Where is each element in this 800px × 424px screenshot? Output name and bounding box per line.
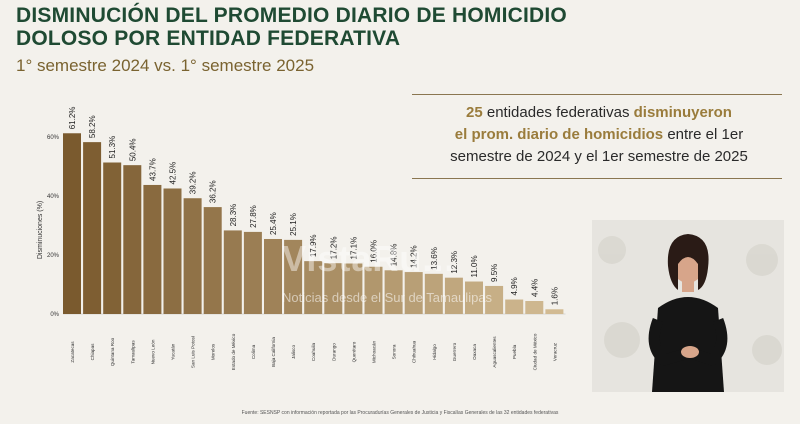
callout-top-rule bbox=[412, 94, 782, 95]
bar bbox=[384, 270, 403, 314]
bar bbox=[404, 272, 423, 314]
category-label: Veracruz bbox=[552, 342, 557, 361]
bar bbox=[203, 207, 222, 314]
bar bbox=[525, 301, 544, 314]
data-label: 61.2% bbox=[68, 107, 77, 130]
data-label: 9.5% bbox=[490, 264, 499, 282]
data-label: 4.4% bbox=[530, 279, 539, 297]
bar bbox=[284, 239, 303, 314]
data-label: 36.2% bbox=[209, 180, 218, 203]
category-label: Aguascalientes bbox=[492, 336, 497, 368]
bar bbox=[83, 142, 102, 314]
bar bbox=[143, 184, 162, 314]
title-line-1: DISMINUCIÓN DEL PROMEDIO DIARIO DE HOMIC… bbox=[16, 4, 567, 27]
category-label: Estado de México bbox=[231, 333, 236, 370]
data-label: 51.3% bbox=[108, 136, 117, 159]
data-label: 16.0% bbox=[370, 240, 379, 263]
bar bbox=[163, 188, 182, 314]
bar bbox=[223, 230, 242, 314]
bar bbox=[324, 263, 343, 314]
data-label: 25.1% bbox=[289, 213, 298, 236]
category-label: Morelos bbox=[211, 343, 216, 360]
data-label: 14.2% bbox=[410, 245, 419, 268]
bar bbox=[364, 266, 383, 314]
y-tick-label: 60% bbox=[47, 135, 60, 141]
category-label: Puebla bbox=[512, 344, 517, 359]
data-label: 25.4% bbox=[269, 212, 278, 235]
y-tick-label: 0% bbox=[50, 312, 59, 318]
category-label: Quintana Roo bbox=[110, 337, 115, 366]
category-label: Baja California bbox=[271, 337, 276, 367]
callout-count: 25 bbox=[466, 104, 483, 121]
callout-text: 25 entidades federativas disminuyeron el… bbox=[415, 102, 783, 168]
data-label: 50.4% bbox=[128, 138, 137, 161]
bar bbox=[243, 231, 262, 314]
y-tick-label: 20% bbox=[47, 253, 60, 259]
data-label: 42.5% bbox=[169, 162, 178, 185]
callout-highlight-2: el prom. diario de homicidios bbox=[454, 126, 664, 143]
data-label: 12.3% bbox=[450, 251, 459, 274]
bar bbox=[545, 309, 564, 314]
title-line-2: DOLOSO POR ENTIDAD FEDERATIVA bbox=[16, 27, 401, 50]
bar bbox=[424, 273, 443, 314]
bar bbox=[444, 277, 463, 314]
data-label: 14.8% bbox=[390, 244, 399, 267]
bar bbox=[103, 162, 122, 314]
bar bbox=[123, 165, 142, 314]
data-label: 13.6% bbox=[430, 247, 439, 270]
category-label: Hidalgo bbox=[432, 344, 437, 360]
source-footnote: Fuente: SESNSP con información reportada… bbox=[241, 410, 559, 416]
data-label: 39.2% bbox=[189, 172, 198, 195]
category-label: Sonora bbox=[392, 344, 397, 359]
interpreter-figure bbox=[592, 220, 784, 392]
data-label: 17.9% bbox=[309, 234, 318, 257]
sign-language-interpreter-video bbox=[592, 220, 784, 392]
category-label: Zacatecas bbox=[70, 341, 75, 363]
category-label: Querétaro bbox=[351, 341, 356, 362]
page-subtitle: 1° semestre 2024 vs. 1° semestre 2025 bbox=[16, 56, 315, 75]
data-label: 1.6% bbox=[550, 287, 559, 305]
bar bbox=[505, 299, 524, 314]
callout-line-3: semestre de 2024 y el 1er semestre de 20… bbox=[450, 148, 748, 165]
category-label: Durango bbox=[331, 343, 336, 361]
bar bbox=[304, 261, 323, 314]
bar bbox=[344, 263, 363, 314]
data-label: 17.2% bbox=[329, 237, 338, 260]
category-label: Oaxaca bbox=[472, 344, 477, 360]
bar bbox=[264, 238, 282, 314]
data-label: 43.7% bbox=[148, 158, 157, 181]
category-label: Chiapas bbox=[90, 343, 95, 361]
category-label: Coahuila bbox=[311, 342, 316, 361]
callout-highlight-1: disminuyeron bbox=[633, 104, 732, 121]
category-label: Chihuahua bbox=[412, 340, 417, 363]
category-label: Ciudad de México bbox=[532, 333, 537, 370]
data-label: 58.2% bbox=[88, 115, 97, 138]
bar bbox=[63, 133, 81, 314]
y-tick-label: 40% bbox=[47, 194, 60, 200]
category-label: Nuevo León bbox=[150, 339, 155, 364]
category-label: Guerrero bbox=[452, 342, 457, 361]
page-title: DISMINUCIÓN DEL PROMEDIO DIARIO DE HOMIC… bbox=[16, 4, 567, 50]
category-label: San Luis Potosí bbox=[191, 335, 196, 368]
category-label: Yucatán bbox=[171, 343, 176, 360]
bar bbox=[183, 198, 202, 314]
data-label: 11.0% bbox=[470, 255, 479, 277]
data-label: 17.1% bbox=[349, 237, 358, 260]
callout-part1: entidades federativas bbox=[482, 104, 634, 121]
data-label: 4.9% bbox=[510, 277, 519, 295]
bar bbox=[485, 285, 504, 314]
data-label: 27.8% bbox=[249, 205, 258, 228]
watermark-brand: VistaRu... bbox=[282, 238, 456, 279]
bar bbox=[465, 281, 483, 314]
watermark-tagline: Noticias desde el Sur de Tamaulipas bbox=[282, 290, 493, 305]
category-label: Jalisco bbox=[291, 345, 296, 359]
data-label: 28.3% bbox=[229, 204, 238, 227]
category-label: Michoacán bbox=[372, 340, 377, 363]
category-label: Tamaulipas bbox=[130, 340, 135, 364]
y-axis-label: Disminuciones (%) bbox=[37, 201, 44, 259]
category-label: Colima bbox=[251, 344, 256, 359]
callout-bottom-rule bbox=[412, 178, 782, 179]
callout-part2: entre el 1er bbox=[663, 126, 744, 143]
